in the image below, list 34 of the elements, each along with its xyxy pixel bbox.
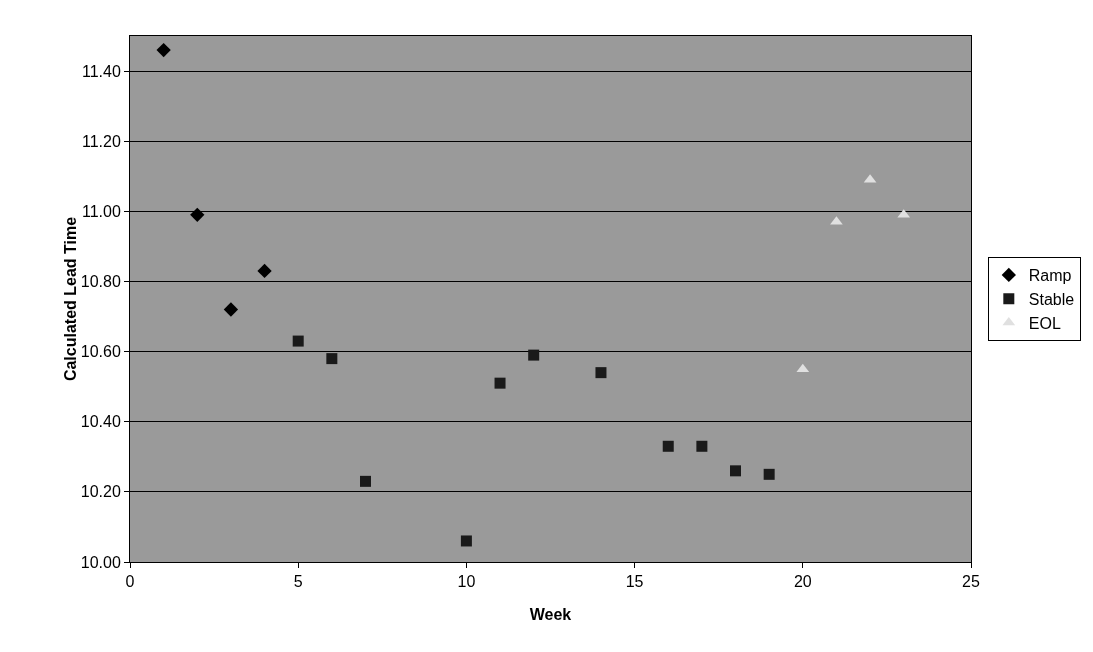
- point: [730, 465, 742, 477]
- point: [257, 263, 272, 279]
- legend-label: Ramp: [1028, 267, 1072, 285]
- point: [359, 475, 371, 487]
- legend-label: Stable: [1028, 290, 1075, 308]
- point: [662, 440, 674, 452]
- y-axis-title: Calculated Lead Time: [61, 216, 79, 382]
- x-tick-label: 5: [293, 573, 303, 591]
- legend-label: EOL: [1028, 314, 1061, 332]
- x-tick-label: 25: [962, 573, 980, 591]
- x-axis-title: Week: [529, 606, 572, 623]
- x-tick-label: 0: [125, 573, 135, 591]
- y-tick-label: 11.00: [81, 202, 121, 220]
- y-tick-label: 10.40: [80, 413, 121, 431]
- x-tick-label: 15: [625, 573, 644, 591]
- y-tick-label: 11.20: [81, 132, 121, 150]
- y-tick-label: 10.60: [80, 343, 121, 361]
- point: [494, 377, 506, 389]
- point: [156, 42, 171, 58]
- point: [292, 335, 304, 347]
- point: [223, 302, 239, 317]
- point: [696, 440, 708, 452]
- point: [190, 207, 205, 222]
- point: [763, 468, 775, 480]
- point: [460, 535, 472, 547]
- y-tick-label: 11.40: [81, 62, 121, 80]
- x-tick-label: 10: [457, 573, 476, 591]
- point: [326, 353, 338, 365]
- point: [595, 367, 607, 379]
- y-tick-label: 10.80: [80, 273, 121, 291]
- y-tick-label: 10.20: [80, 483, 121, 501]
- y-tick-label: 10.00: [80, 553, 121, 571]
- point: [528, 349, 540, 361]
- x-tick-label: 20: [793, 573, 812, 591]
